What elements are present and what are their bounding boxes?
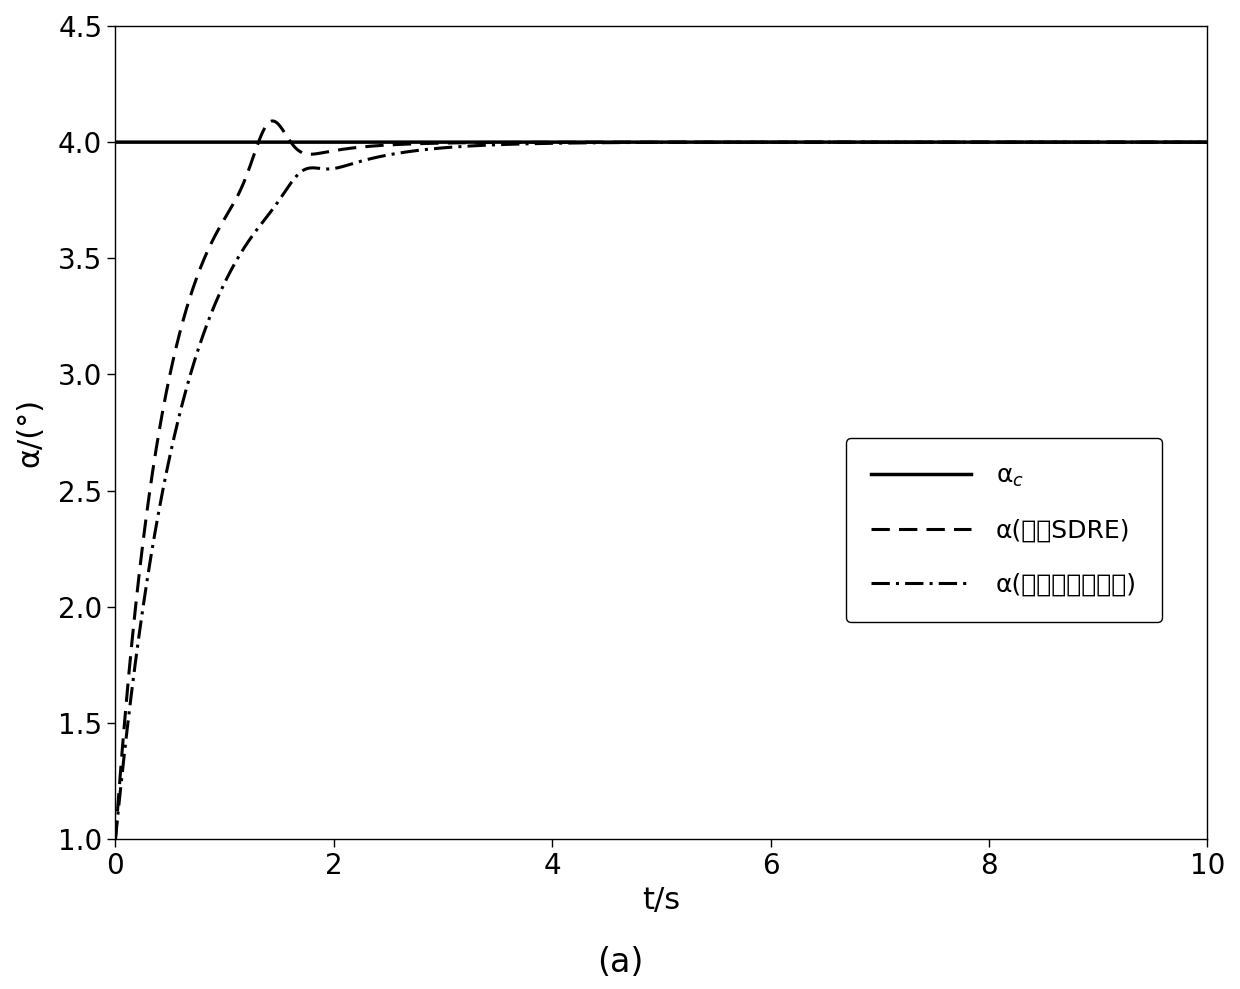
- α$_c$: [322, 136, 337, 148]
- α(自适应最优滑模): [642, 136, 657, 148]
- α(双环SDRE): [174, 323, 188, 335]
- α(自适应最优滑模): [1200, 136, 1215, 148]
- α(双环SDRE): [265, 115, 280, 127]
- α(双环SDRE): [108, 833, 123, 845]
- Line: α(双环SDRE): α(双环SDRE): [115, 121, 1208, 839]
- α$_c$: [113, 136, 128, 148]
- α$_c$: [108, 136, 123, 148]
- α(双环SDRE): [1200, 136, 1215, 148]
- Y-axis label: α/(°): α/(°): [15, 398, 43, 467]
- α(双环SDRE): [642, 136, 657, 148]
- α$_c$: [174, 136, 188, 148]
- α(双环SDRE): [322, 145, 337, 157]
- α(双环SDRE): [1142, 136, 1157, 148]
- α$_c$: [1200, 136, 1215, 148]
- α(自适应最优滑模): [174, 404, 188, 415]
- α(双环SDRE): [113, 767, 128, 779]
- α$_c$: [154, 136, 169, 148]
- α(双环SDRE): [154, 416, 169, 428]
- α(自适应最优滑模): [108, 833, 123, 845]
- α(自适应最优滑模): [154, 495, 169, 507]
- α(自适应最优滑模): [113, 784, 128, 796]
- Text: (a): (a): [596, 946, 644, 979]
- Legend: α$_c$, α(双环SDRE), α(自适应最优滑模): α$_c$, α(双环SDRE), α(自适应最优滑模): [846, 438, 1162, 622]
- Line: α(自适应最优滑模): α(自适应最优滑模): [115, 142, 1208, 839]
- α(自适应最优滑模): [1142, 136, 1157, 148]
- X-axis label: t/s: t/s: [642, 886, 681, 915]
- α(自适应最优滑模): [322, 163, 337, 175]
- α$_c$: [1142, 136, 1157, 148]
- α$_c$: [642, 136, 657, 148]
